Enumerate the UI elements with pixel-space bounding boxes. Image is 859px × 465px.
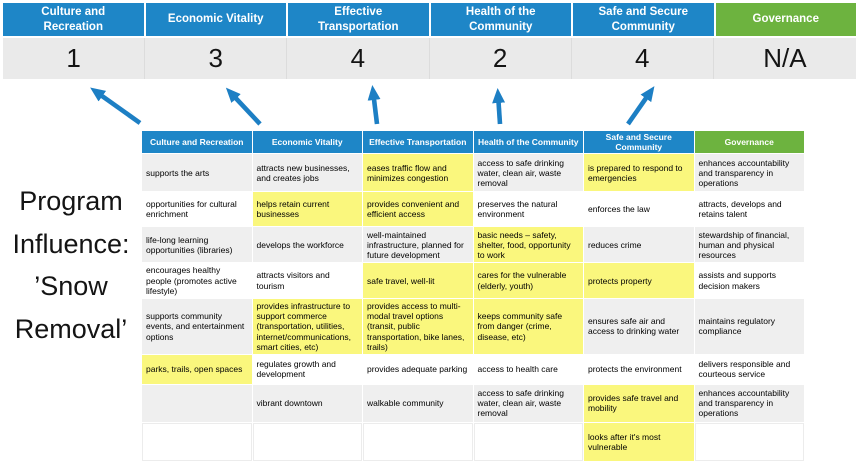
matrix-cell: develops the workforce [252,227,362,263]
matrix-cell: enhances accountability and transparency… [694,384,804,422]
up-arrow-icon-3 [367,85,381,125]
matrix-cell: supports community events, and entertain… [142,298,252,354]
matrix-cell: stewardship of financial, human and phys… [694,227,804,263]
matrix-cell: supports the arts [142,154,252,192]
matrix-cell: vibrant downtown [252,384,362,422]
matrix-row-6: parks, trails, open spaces regulates grow… [142,354,804,384]
pillar-matrix-table: Culture and Recreation Economic Vitality E… [141,130,805,462]
matrix-cell [473,422,583,461]
matrix-cell: is prepared to respond to emergencies [584,154,694,192]
matrix-cell [252,422,362,461]
matrix-header-1: Culture and Recreation [142,131,252,154]
matrix-cell: attracts, develops and retains talent [694,192,804,227]
matrix-cell: maintains regulatory compliance [694,298,804,354]
matrix-cell: encourages healthy people (promotes acti… [142,263,252,298]
matrix-cell: preserves the natural environment [473,192,583,227]
pillar-matrix: Culture and Recreation Economic Vitality E… [141,130,805,462]
matrix-row-3: life-long learning opportunities (librar… [142,227,804,263]
matrix-cell: provides adequate parking [363,354,473,384]
pillar-header-1: Culture and Recreation [3,3,144,36]
pillar-score-1: 1 [3,38,146,79]
program-influence-label: Program Influence: ’Snow Removal’ [12,186,130,344]
matrix-header-row: Culture and Recreation Economic Vitality E… [142,131,804,154]
matrix-cell: cares for the vulnerable (elderly, youth… [473,263,583,298]
matrix-cell: basic needs – safety, shelter, food, opp… [473,227,583,263]
matrix-cell: well-maintained infrastructure, planned … [363,227,473,263]
matrix-cell: eases traffic flow and minimizes congest… [363,154,473,192]
matrix-row-2: opportunities for cultural enrichment hel… [142,192,804,227]
matrix-header-2: Economic Vitality [252,131,362,154]
matrix-cell: safe travel, well-lit [363,263,473,298]
matrix-cell: keeps community safe from danger (crime,… [473,298,583,354]
matrix-cell: provides infrastructure to support comme… [252,298,362,354]
matrix-cell: assists and supports decision makers [694,263,804,298]
matrix-cell: provides convenient and efficient access [363,192,473,227]
matrix-cell: provides safe travel and mobility [584,384,694,422]
matrix-row-7: vibrant downtown walkable community access… [142,384,804,422]
matrix-cell: access to safe drinking water, clean air… [473,154,583,192]
matrix-cell: walkable community [363,384,473,422]
pillar-header-4: Health of the Community [430,3,571,36]
pillar-score-2: 3 [145,38,288,79]
matrix-header-3: Effective Transportation [363,131,473,154]
matrix-cell: reduces crime [584,227,694,263]
up-arrow-icon-5 [626,86,655,126]
pillar-score-band: Culture and Recreation Economic Vitality E… [3,3,856,79]
pillar-score-3: 4 [287,38,430,79]
matrix-cell [142,422,252,461]
matrix-header-6: Governance [694,131,804,154]
matrix-cell: life-long learning opportunities (librar… [142,227,252,263]
pillar-header-3: Effective Transportation [288,3,429,36]
matrix-row-8: looks after it's most vulnerable [142,422,804,461]
matrix-cell: opportunities for cultural enrichment [142,192,252,227]
influence-arrows [90,85,655,126]
matrix-row-4: encourages healthy people (promotes acti… [142,263,804,298]
up-arrow-icon-4 [492,88,506,125]
pillar-score-6: N/A [763,43,807,73]
matrix-cell: enforces the law [584,192,694,227]
matrix-cell [142,384,252,422]
top-band-score-row: 1 3 4 2 4 N/A [3,38,856,79]
matrix-header-4: Health of the Community [473,131,583,154]
matrix-cell: attracts visitors and tourism [252,263,362,298]
up-arrow-icon-2 [225,87,262,126]
matrix-cell: access to health care [473,354,583,384]
up-arrow-icon-1 [90,87,142,125]
matrix-cell: ensures safe air and access to drinking … [584,298,694,354]
pillar-score-5: 4 [572,38,714,79]
top-band-header-row: Culture and Recreation Economic Vitality E… [3,3,856,36]
matrix-cell: access to safe drinking water, clean air… [473,384,583,422]
matrix-cell: looks after it's most vulnerable [584,422,694,461]
matrix-cell: parks, trails, open spaces [142,354,252,384]
pillar-score-4: 2 [430,38,572,79]
matrix-row-1: supports the arts attracts new businesses… [142,154,804,192]
pillar-header-6: Governance [715,3,856,36]
matrix-cell: enhances accountability and transparency… [694,154,804,192]
matrix-body: supports the arts attracts new businesses… [142,154,804,461]
matrix-row-5: supports community events, and entertain… [142,298,804,354]
matrix-cell [363,422,473,461]
matrix-cell: protects the environment [584,354,694,384]
matrix-header-5: Safe and Secure Community [584,131,694,154]
matrix-cell: attracts new businesses, and creates job… [252,154,362,192]
matrix-cell: regulates growth and development [252,354,362,384]
pillar-header-5: Safe and Secure Community [573,3,714,36]
matrix-cell: protects property [584,263,694,298]
matrix-cell: helps retain current businesses [252,192,362,227]
matrix-cell: delivers responsible and courteous servi… [694,354,804,384]
matrix-cell [694,422,804,461]
pillar-header-2: Economic Vitality [145,3,286,36]
matrix-cell: provides access to multi-modal travel op… [363,298,473,354]
